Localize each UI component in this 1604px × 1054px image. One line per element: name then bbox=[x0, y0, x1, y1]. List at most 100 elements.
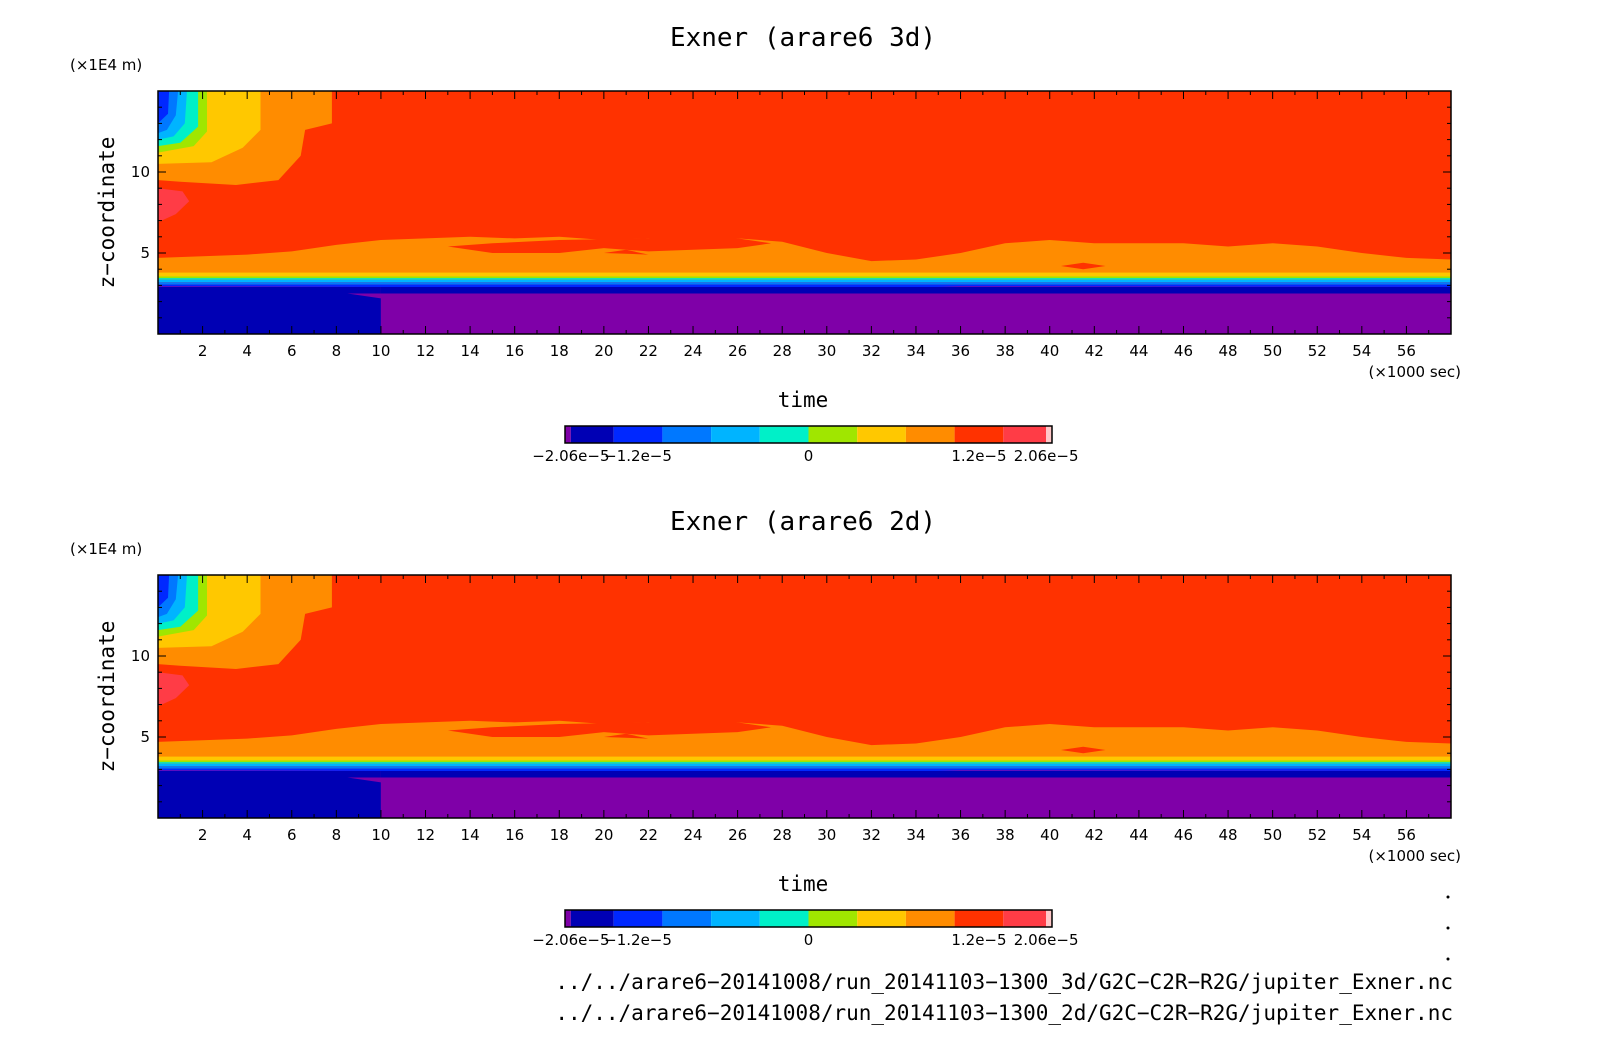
contour-darkblue-lower bbox=[158, 771, 381, 818]
x-tick-label: 14 bbox=[461, 342, 480, 360]
x-tick-label: 38 bbox=[996, 826, 1015, 844]
contour-blue-band bbox=[158, 282, 1451, 285]
x-tick-label: 32 bbox=[862, 342, 881, 360]
colorbar-swatch bbox=[1003, 426, 1047, 443]
contour-red-pocket bbox=[447, 722, 772, 737]
colorbar-tick-label: −1.2e−5 bbox=[604, 447, 672, 465]
contour-plot-0: Exner (arare6 3d) (×1E4 m) (×1000 sec) z−co… bbox=[70, 23, 1461, 465]
x-tick-label: 50 bbox=[1263, 342, 1282, 360]
contour-medblue-band bbox=[158, 768, 1451, 772]
x-tick-label: 12 bbox=[416, 342, 435, 360]
x-tick-label: 6 bbox=[287, 826, 297, 844]
contour-darkblue-strip bbox=[380, 771, 1451, 778]
file-path-2d: ../../arare6−20141008/run_20141103−1300_… bbox=[555, 1001, 1453, 1025]
contour-red-pocket bbox=[1060, 746, 1106, 754]
x-tick-label: 2 bbox=[198, 826, 208, 844]
contour-lightblue-band bbox=[158, 763, 1451, 767]
x-tick-label: 12 bbox=[416, 826, 435, 844]
colorbar-swatch bbox=[857, 426, 906, 443]
contour-cyan-band bbox=[158, 762, 1451, 764]
dot-marker bbox=[1446, 926, 1450, 930]
colorbar-swatch bbox=[954, 910, 1004, 927]
contour-darkblue-strip bbox=[380, 287, 1451, 294]
colorbar-swatch bbox=[808, 910, 858, 927]
colorbar-swatch bbox=[905, 910, 955, 927]
colorbar-swatch bbox=[1046, 910, 1052, 927]
contour-blue-band bbox=[158, 766, 1451, 769]
x-tick-label: 38 bbox=[996, 342, 1015, 360]
colorbar-swatch bbox=[759, 426, 809, 443]
x-tick-label: 52 bbox=[1308, 342, 1327, 360]
x-tick-label: 6 bbox=[287, 342, 297, 360]
colorbar-swatch bbox=[954, 426, 1004, 443]
contour-darkblue-lower bbox=[158, 771, 381, 778]
colorbar-tick-label: 2.06e−5 bbox=[1014, 447, 1079, 465]
x-tick-label: 48 bbox=[1219, 826, 1238, 844]
chart-title: Exner (arare6 2d) bbox=[670, 507, 936, 537]
y-tick-label: 10 bbox=[131, 163, 150, 181]
x-tick-label: 40 bbox=[1040, 826, 1059, 844]
x-axis-label: time bbox=[778, 388, 829, 412]
colorbar-swatch bbox=[711, 426, 760, 443]
contour-fills bbox=[158, 575, 1451, 818]
x-tick-label: 26 bbox=[728, 826, 747, 844]
dot-marker bbox=[1446, 957, 1450, 961]
colorbar-tick-label: −2.06e−5 bbox=[532, 931, 609, 949]
y-axis-label: z−coordinate bbox=[95, 137, 119, 289]
x-axis-label: time bbox=[778, 872, 829, 896]
colorbar-tick-label: 0 bbox=[804, 931, 814, 949]
x-tick-label: 52 bbox=[1308, 826, 1327, 844]
colorbar-swatch bbox=[662, 910, 712, 927]
x-tick-label: 50 bbox=[1263, 826, 1282, 844]
colorbar: −2.06e−5−1.2e−5 0 1.2e−5 2.06e−5 bbox=[532, 909, 1079, 949]
x-tick-label: 26 bbox=[728, 342, 747, 360]
x-tick-label: 18 bbox=[550, 342, 569, 360]
contour-green-band bbox=[158, 760, 1451, 763]
contour-red-pocket bbox=[603, 733, 649, 739]
contour-medblue-band bbox=[158, 284, 1451, 288]
colorbar-frame bbox=[564, 425, 1053, 444]
x-tick-label: 36 bbox=[951, 342, 970, 360]
y-axis-label: z−coordinate bbox=[95, 621, 119, 773]
dot-marker bbox=[1446, 895, 1450, 899]
colorbar-tick-label: 1.2e−5 bbox=[951, 447, 1006, 465]
x-tick-label: 14 bbox=[461, 826, 480, 844]
x-tick-label: 54 bbox=[1352, 826, 1371, 844]
x-tick-label: 44 bbox=[1129, 826, 1148, 844]
x-tick-label: 46 bbox=[1174, 342, 1193, 360]
contour-green-band bbox=[158, 276, 1451, 279]
y-unit-label: (×1E4 m) bbox=[70, 56, 142, 74]
colorbar-swatch bbox=[905, 426, 955, 443]
colorbar-swatch bbox=[1046, 426, 1052, 443]
x-tick-label: 46 bbox=[1174, 826, 1193, 844]
y-tick-label: 10 bbox=[131, 647, 150, 665]
contour-red-pocket bbox=[447, 238, 772, 253]
x-tick-label: 20 bbox=[594, 826, 613, 844]
x-tick-label: 22 bbox=[639, 342, 658, 360]
x-tick-label: 56 bbox=[1397, 342, 1416, 360]
colorbar-tick-label: 2.06e−5 bbox=[1014, 931, 1079, 949]
colorbar: −2.06e−5−1.2e−5 0 1.2e−5 2.06e−5 bbox=[532, 425, 1079, 465]
x-unit-label: (×1000 sec) bbox=[1368, 363, 1461, 381]
contour-plot-1: Exner (arare6 2d) (×1E4 m) (×1000 sec) z−co… bbox=[70, 507, 1461, 949]
colorbar-swatch bbox=[570, 426, 614, 443]
colorbar-swatch bbox=[1003, 910, 1047, 927]
x-tick-label: 42 bbox=[1085, 826, 1104, 844]
contour-pink-pocket bbox=[158, 188, 190, 223]
contour-yellow-band bbox=[158, 272, 1451, 277]
contour-upper-left bbox=[158, 575, 170, 608]
x-tick-label: 34 bbox=[906, 342, 925, 360]
x-tick-label: 48 bbox=[1219, 342, 1238, 360]
colorbar-swatch bbox=[613, 910, 663, 927]
colorbar-swatch bbox=[662, 426, 712, 443]
contour-red-pocket bbox=[1060, 262, 1106, 270]
contour-lightblue-band bbox=[158, 279, 1451, 283]
contour-pink-pocket bbox=[158, 672, 190, 707]
colorbar-tick-label: 0 bbox=[804, 447, 814, 465]
x-tick-label: 34 bbox=[906, 826, 925, 844]
x-tick-label: 10 bbox=[371, 342, 390, 360]
colorbar-swatch bbox=[565, 910, 571, 927]
colorbar-swatch bbox=[613, 426, 663, 443]
x-tick-label: 24 bbox=[683, 826, 702, 844]
x-tick-label: 20 bbox=[594, 342, 613, 360]
